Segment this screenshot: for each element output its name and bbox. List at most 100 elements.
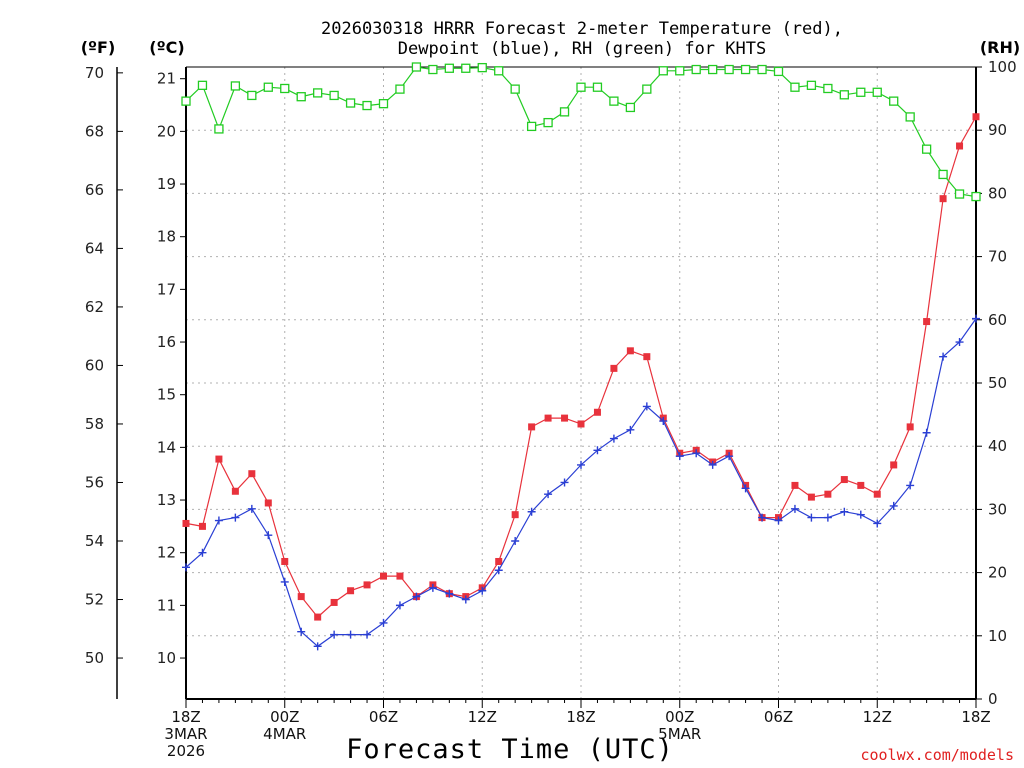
dewpoint-point bbox=[511, 537, 520, 545]
fahrenheit-tick-label: 70 bbox=[85, 64, 104, 82]
fahrenheit-tick-label: 52 bbox=[85, 591, 104, 609]
dewpoint-point bbox=[346, 630, 355, 639]
relative-humidity-point bbox=[378, 99, 389, 109]
temperature-point bbox=[807, 493, 815, 501]
dewpoint-point bbox=[445, 589, 454, 598]
rh-tick-label: 60 bbox=[988, 311, 1007, 329]
relative-humidity-point bbox=[411, 62, 422, 72]
dewpoint-point bbox=[428, 583, 437, 592]
dewpoint-point bbox=[280, 577, 289, 586]
time-tick-label: 5MAR bbox=[658, 725, 701, 743]
dewpoint-point bbox=[692, 449, 701, 458]
celsius-tick-label: 13 bbox=[157, 491, 176, 509]
dewpoint-point bbox=[494, 566, 503, 575]
dewpoint-point bbox=[939, 352, 948, 361]
temperature-point bbox=[873, 490, 881, 498]
dewpoint-point bbox=[823, 513, 832, 522]
dewpoint-point bbox=[231, 513, 240, 522]
rh-tick-label: 10 bbox=[988, 627, 1007, 645]
relative-humidity-point bbox=[526, 121, 537, 132]
rh-tick-label: 30 bbox=[988, 500, 1007, 518]
dewpoint-point bbox=[972, 314, 980, 323]
relative-humidity-point bbox=[921, 144, 932, 154]
temperature-point bbox=[231, 487, 239, 495]
temperature-point bbox=[824, 490, 832, 498]
dewpoint-point bbox=[856, 510, 865, 519]
relative-humidity-point bbox=[329, 90, 339, 101]
chart-title-line2: Dewpoint (blue), RH (green) for KHTS bbox=[398, 39, 766, 59]
temperature-point bbox=[791, 481, 799, 489]
time-tick-label: 18Z bbox=[961, 708, 990, 726]
dewpoint-point bbox=[741, 484, 750, 493]
celsius-tick-label: 14 bbox=[157, 438, 176, 456]
temperature-point bbox=[528, 423, 536, 431]
x-axis-label: Forecast Time (UTC) bbox=[346, 734, 674, 765]
relative-humidity-point bbox=[395, 84, 405, 94]
relative-humidity-point bbox=[461, 63, 471, 73]
relative-humidity-point bbox=[214, 124, 224, 134]
rh-tick-label: 70 bbox=[988, 248, 1007, 266]
relative-humidity-point bbox=[971, 191, 981, 202]
relative-humidity-point bbox=[313, 88, 323, 98]
temperature-point bbox=[890, 461, 898, 469]
time-tick-label: 12Z bbox=[468, 708, 497, 726]
relative-humidity-point bbox=[444, 63, 454, 73]
dewpoint-point bbox=[395, 601, 404, 610]
dewpoint-point bbox=[593, 446, 602, 455]
dewpoint-point bbox=[840, 507, 849, 516]
temperature-point bbox=[939, 195, 947, 203]
temperature-point bbox=[511, 511, 519, 519]
relative-humidity-point bbox=[724, 64, 734, 75]
fahrenheit-ticks: 50 52 54 56 58 60 62 64 66 68 70 bbox=[85, 64, 123, 667]
fahrenheit-tick-label: 56 bbox=[85, 473, 104, 491]
dewpoint-point bbox=[675, 452, 684, 461]
rh-tick-label: 50 bbox=[988, 374, 1007, 392]
temperature-point bbox=[314, 613, 322, 621]
dewpoint-point bbox=[297, 627, 306, 636]
temperature-point bbox=[956, 142, 964, 150]
dewpoint-point bbox=[609, 434, 618, 443]
temperature-point bbox=[330, 598, 338, 606]
relative-humidity-point bbox=[592, 82, 603, 92]
dewpoint-point bbox=[873, 519, 882, 528]
time-tick-label: 06Z bbox=[764, 708, 793, 726]
dewpoint-point bbox=[478, 586, 487, 595]
dewpoint-point bbox=[527, 507, 536, 516]
temperature-point bbox=[495, 557, 503, 565]
dewpoint-point bbox=[264, 531, 273, 540]
rh-axis-unit: (RH) bbox=[980, 38, 1020, 57]
fahrenheit-axis-unit: (ºF) bbox=[81, 38, 116, 57]
dewpoint-point bbox=[577, 460, 585, 469]
chart-title-line1: 2026030318 HRRR Forecast 2-meter Tempera… bbox=[321, 19, 843, 39]
dewpoint-point bbox=[758, 513, 767, 522]
fahrenheit-tick-label: 54 bbox=[85, 532, 104, 550]
relative-humidity-point bbox=[510, 84, 520, 94]
temperature-point bbox=[593, 408, 601, 416]
time-tick-label: 00Z bbox=[665, 708, 694, 726]
temperature-point bbox=[363, 581, 371, 589]
time-tick-label: 2026 bbox=[167, 742, 205, 760]
relative-humidity-point bbox=[691, 64, 701, 75]
dewpoint-point bbox=[247, 504, 256, 513]
dewpoint-point bbox=[363, 630, 372, 639]
relative-humidity-point bbox=[230, 81, 241, 91]
temperature-point bbox=[577, 420, 585, 428]
temperature-point bbox=[347, 587, 355, 595]
dewpoint-point bbox=[330, 630, 339, 639]
dewpoint-point bbox=[725, 452, 734, 461]
dewpoint-point bbox=[560, 478, 569, 487]
grid-lines bbox=[186, 67, 976, 699]
dewpoint-point bbox=[807, 513, 816, 522]
dewpoint-point bbox=[774, 516, 783, 525]
temperature-point bbox=[840, 476, 848, 484]
relative-humidity-point bbox=[642, 84, 652, 94]
relative-humidity-point bbox=[938, 169, 948, 180]
temperature-point bbox=[626, 347, 634, 355]
relative-humidity-point bbox=[477, 62, 487, 73]
celsius-tick-label: 17 bbox=[157, 280, 176, 298]
relative-humidity-point bbox=[889, 96, 899, 106]
relative-humidity-point bbox=[543, 117, 553, 128]
relative-humidity-point bbox=[806, 80, 817, 90]
